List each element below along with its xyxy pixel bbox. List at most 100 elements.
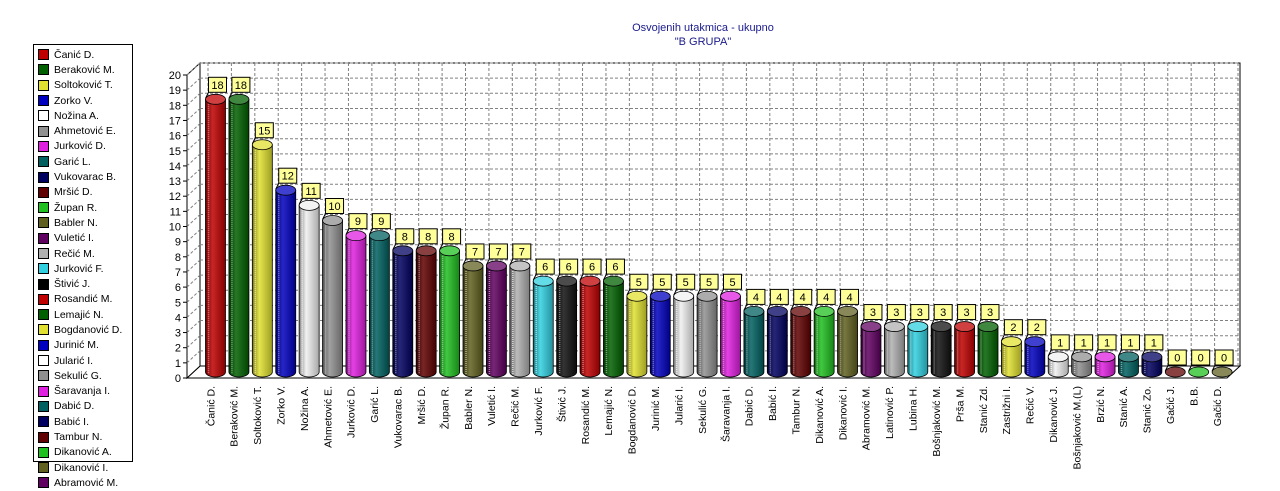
legend-label: Čanić D. <box>54 48 95 61</box>
data-label-leader <box>954 319 959 326</box>
bar-body <box>1141 356 1163 378</box>
bar: 2 <box>1024 319 1047 378</box>
data-label-box <box>348 213 368 230</box>
data-label-leader <box>509 258 514 266</box>
legend-swatch <box>38 355 49 367</box>
data-label: 9 <box>378 216 384 228</box>
bar-top <box>626 290 648 302</box>
legend-item: Rečić M. <box>38 246 132 261</box>
x-tick-label: Zorko V. <box>276 386 288 425</box>
bar-body <box>345 235 367 378</box>
bar-body <box>579 280 601 378</box>
x-tick-label: Zastrižni I. <box>1001 386 1013 434</box>
data-label-leader <box>673 289 678 296</box>
x-tick-label: Jurković D. <box>346 386 358 438</box>
bar-body <box>907 326 929 378</box>
data-label-box <box>676 273 696 290</box>
y-tick-label: 7 <box>175 267 181 279</box>
bar-top <box>251 139 273 151</box>
gridline-wall <box>186 305 201 318</box>
data-label: 3 <box>964 307 970 319</box>
bar-body <box>322 220 343 378</box>
y-tick-label: 12 <box>169 191 181 203</box>
bar-top <box>415 245 437 257</box>
bar: 0 <box>1188 349 1211 378</box>
data-label-box <box>535 258 555 275</box>
bar-body <box>228 98 250 378</box>
data-label-leader <box>1211 364 1216 372</box>
legend-label: Garić L. <box>54 155 91 168</box>
legend-item: Šaravanja I. <box>38 384 132 399</box>
bar-top <box>930 321 952 332</box>
bar: 6 <box>579 258 602 378</box>
data-label: 1 <box>1104 337 1110 349</box>
x-tick-label: Mršić D. <box>416 386 428 425</box>
data-label-box <box>1191 349 1211 366</box>
bar: 3 <box>930 304 953 378</box>
legend-label: Dikanović A. <box>54 446 112 459</box>
x-tick-label: Vuletić I. <box>486 386 498 426</box>
legend-label: Babler N. <box>54 216 98 229</box>
data-label: 18 <box>235 80 247 92</box>
data-label-box <box>395 228 415 245</box>
data-label-leader <box>603 273 607 281</box>
data-label-leader <box>626 289 631 296</box>
data-label-leader <box>1047 349 1052 357</box>
legend-label: Jurković D. <box>54 140 106 153</box>
bar-top <box>298 199 320 211</box>
legend-swatch <box>38 49 49 61</box>
data-label-leader <box>1141 349 1146 357</box>
data-label-box <box>418 228 438 245</box>
legend-swatch <box>38 446 49 458</box>
data-label-leader <box>532 273 537 281</box>
bar-top <box>790 305 812 317</box>
data-label-leader <box>298 198 303 205</box>
legend-label: Dabić D. <box>54 400 95 413</box>
legend-swatch <box>38 370 49 382</box>
legend-label: Rečić M. <box>54 247 95 260</box>
bar-body <box>1024 341 1046 378</box>
x-tick-label: Prša M. <box>954 386 966 422</box>
x-tick-label: Župan R. <box>438 386 451 429</box>
legend-swatch <box>38 140 49 152</box>
legend-swatch <box>38 202 49 214</box>
data-label-box <box>582 258 602 275</box>
bar-body <box>532 280 554 378</box>
data-label: 12 <box>282 171 294 183</box>
bar-top <box>860 321 882 332</box>
data-label-leader <box>228 92 233 99</box>
bar-top <box>392 245 414 257</box>
bar-body <box>415 250 437 378</box>
x-tick-label: Bošnjaković M. <box>931 386 943 457</box>
legend-label: Jurković F. <box>54 262 104 275</box>
bar: 5 <box>673 273 696 378</box>
data-label-box <box>559 258 579 275</box>
bar-top <box>1047 351 1069 363</box>
legend-swatch <box>38 263 49 275</box>
data-label-box <box>652 273 672 290</box>
data-label-box <box>254 122 274 139</box>
x-tick-label: Stanić Zd. <box>978 386 990 433</box>
bar: 7 <box>462 243 485 378</box>
bar-body <box>556 280 578 378</box>
data-label: 4 <box>800 292 806 304</box>
bar-body <box>1094 356 1116 378</box>
bar-body <box>603 280 624 378</box>
bar-top <box>1141 351 1163 363</box>
data-label-box <box>231 76 251 93</box>
legend-swatch <box>38 64 49 76</box>
y-tick-label: 0 <box>175 373 181 385</box>
bar-top <box>766 305 788 317</box>
legend-swatch <box>38 431 49 443</box>
data-label: 7 <box>495 246 501 258</box>
data-label-box <box>1003 319 1023 336</box>
bar-top <box>977 321 999 332</box>
bar: 1 <box>1118 334 1140 378</box>
bar: 3 <box>907 304 930 378</box>
bar: 1 <box>1071 334 1094 378</box>
bar: 4 <box>743 288 766 378</box>
data-label-leader <box>462 258 467 266</box>
gridline-wall <box>186 77 201 91</box>
bar: 8 <box>439 228 462 378</box>
data-label: 6 <box>589 262 595 274</box>
